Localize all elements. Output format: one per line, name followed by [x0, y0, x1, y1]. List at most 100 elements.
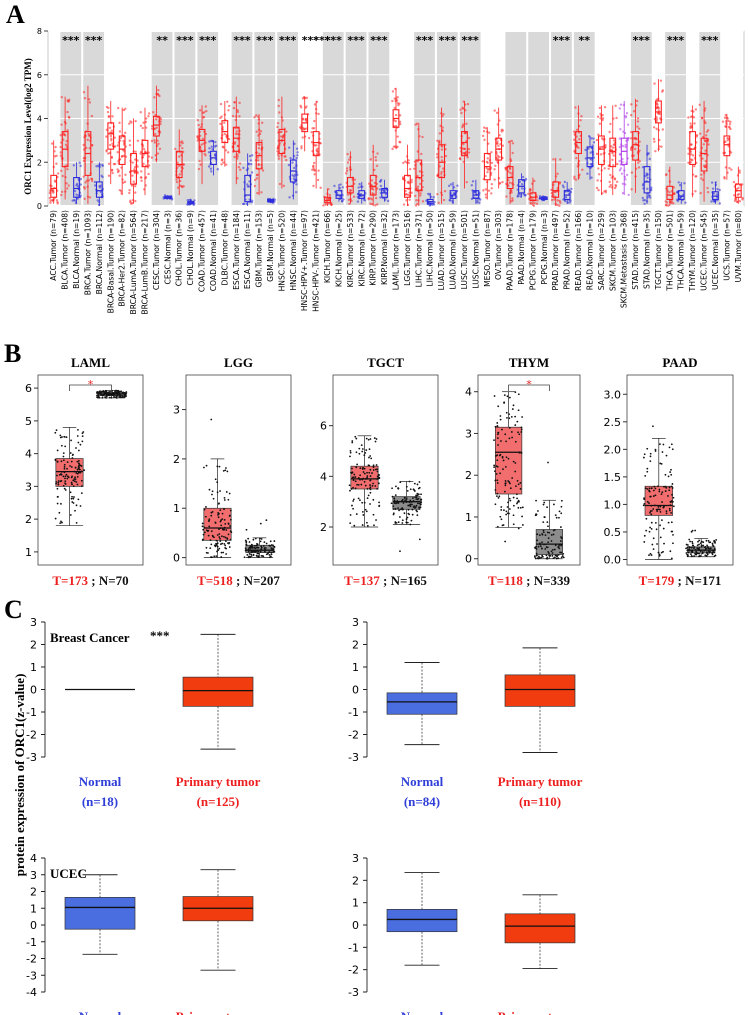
panel-b-data-point — [554, 556, 556, 559]
panel-a-data-point — [237, 165, 241, 169]
panel-b-data-point — [409, 523, 412, 526]
panel-b-data-point — [670, 443, 673, 446]
panel-b-data-point — [691, 542, 694, 545]
panel-b-data-point — [60, 480, 63, 482]
panel-b-data-point — [696, 547, 699, 550]
panel-b-data-point — [73, 496, 75, 498]
panel-a-data-point — [255, 173, 259, 177]
panel-a-data-point — [416, 174, 419, 178]
panel-b-data-point — [505, 456, 508, 459]
panel-b-data-point — [662, 506, 665, 509]
panel-b-y-tick-label: 0.0 — [604, 553, 622, 566]
panel-a-data-point — [630, 130, 633, 134]
panel-b-data-point — [71, 501, 74, 503]
panel-b-data-point — [254, 537, 257, 540]
panel-a-data-point — [216, 168, 219, 171]
panel-b-data-point — [689, 540, 692, 543]
panel-a-data-point — [210, 170, 213, 173]
panel-b-data-point — [273, 545, 276, 548]
panel-a-data-point — [524, 177, 528, 181]
panel-b-data-point — [357, 497, 360, 500]
panel-a-group: ***COAD.Tumor (n=457) — [196, 34, 217, 292]
panel-c-y-tick-label: -4 — [26, 986, 37, 999]
panel-b-data-point — [413, 490, 416, 492]
panel-a-data-point — [154, 132, 157, 136]
panel-a-x-tick-label: KICH.Tumor (n=66) — [323, 210, 332, 283]
panel-a-x-tick-label: LUAD.Tumor (n=515) — [437, 210, 446, 290]
panel-a-data-point — [413, 167, 416, 170]
panel-b-data-point — [700, 545, 703, 548]
panel-b-data-point — [255, 544, 258, 547]
panel-a-data-point — [246, 183, 249, 186]
panel-a-data-point — [295, 147, 299, 150]
panel-b-data-point — [368, 456, 370, 459]
panel-a-data-point — [665, 173, 668, 177]
panel-b-data-point — [654, 450, 657, 452]
panel-b-data-point — [125, 391, 128, 393]
panel-a-data-point — [312, 127, 316, 130]
panel-a-data-point — [134, 185, 137, 188]
panel-a-data-point — [134, 191, 137, 194]
panel-b-frame — [332, 374, 439, 566]
panel-b-data-point — [410, 519, 413, 522]
panel-a-data-point — [652, 126, 656, 129]
panel-b-data-point — [661, 519, 663, 522]
panel-a-data-point — [255, 130, 258, 133]
panel-b-data-point — [413, 507, 416, 509]
panel-a-data-point — [611, 158, 614, 162]
panel-a-group: KICH.Normal (n=25) — [333, 183, 345, 287]
panel-b-frame — [477, 374, 581, 566]
panel-b-data-point — [217, 512, 220, 514]
panel-a-data-point — [79, 183, 83, 186]
panel-a-data-point — [448, 198, 451, 202]
panel-a-data-point — [124, 107, 127, 111]
panel-b-data-point — [109, 390, 111, 393]
panel-a-data-point — [221, 158, 224, 161]
panel-b-data-point — [511, 436, 514, 439]
panel-b-data-point — [497, 496, 500, 499]
panel-b-data-point — [543, 516, 546, 518]
panel-b-data-point — [405, 518, 408, 521]
panel-a-x-tick-label: LUAD.Normal (n=59) — [449, 210, 458, 290]
panel-a-group: LUSC.Normal (n=51) — [470, 179, 482, 289]
panel-b-data-point — [268, 554, 271, 556]
panel-b-data-point — [390, 502, 393, 505]
panel-b-data-point — [658, 490, 661, 493]
panel-a-group: DLBC.Tumor (n=48) — [219, 100, 231, 286]
panel-b-data-point — [652, 489, 655, 492]
panel-b-data-point — [212, 497, 215, 500]
panel-a-data-point — [704, 160, 707, 163]
panel-a-data-point — [132, 180, 135, 183]
panel-b-data-point — [668, 509, 671, 512]
panel-b-data-point — [645, 517, 648, 520]
panel-a-data-point — [178, 173, 182, 176]
panel-c-normal-group — [386, 662, 458, 746]
panel-b-data-point — [57, 481, 60, 484]
panel-b-data-point — [97, 395, 100, 398]
panel-b-data-point — [203, 508, 206, 511]
panel-b-data-point — [547, 541, 550, 544]
panel-b-data-point — [665, 454, 668, 457]
panel-a-data-point — [711, 187, 715, 190]
panel-a-data-point — [153, 96, 156, 99]
panel-a-data-point — [86, 138, 89, 142]
panel-a-data-point — [198, 109, 202, 112]
panel-a-data-point — [520, 187, 524, 190]
panel-a-group: BLCA.Normal (n=19) — [71, 161, 83, 289]
panel-b-normal-group — [685, 529, 718, 558]
panel-b-data-point — [649, 511, 651, 514]
panel-a-data-point — [550, 198, 554, 202]
panel-a-data-point — [483, 138, 486, 142]
panel-b-sep: ; — [233, 573, 244, 588]
panel-c-y-tick-label: 1 — [30, 902, 37, 915]
panel-b-data-point — [496, 422, 499, 424]
panel-b-data-point — [59, 436, 62, 439]
panel-a-group: ***HNSC-HPV+.Tumor (n=97) — [298, 34, 319, 311]
panel-b-y-tick-label: 6 — [25, 382, 32, 395]
panel-b-frame — [626, 374, 734, 566]
panel-a-data-point — [636, 117, 640, 120]
panel-b-data-point — [105, 390, 108, 393]
panel-b-data-point — [401, 522, 404, 524]
